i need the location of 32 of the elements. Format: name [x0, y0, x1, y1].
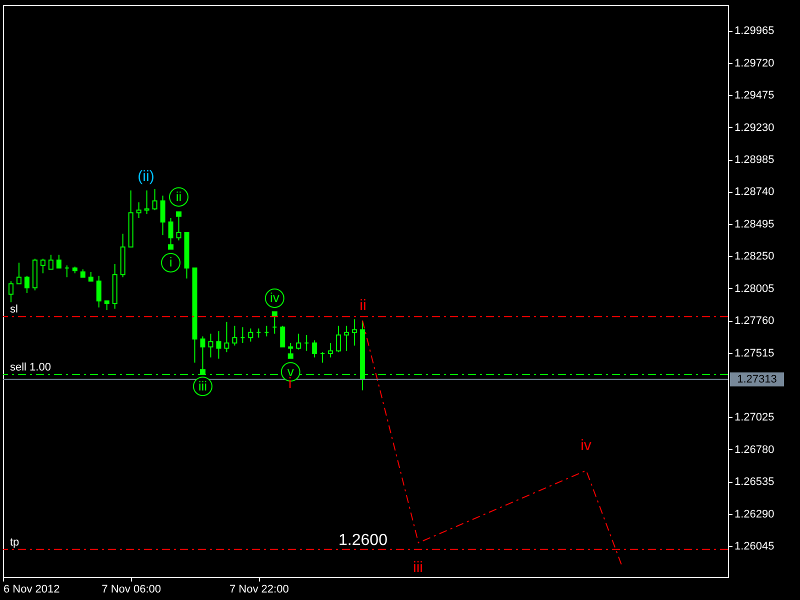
annotation: ii	[176, 188, 182, 204]
y-tick-label: 1.26535	[734, 476, 774, 488]
ref-line-label: tp	[10, 536, 20, 548]
y-tick-label: 1.26045	[734, 540, 774, 553]
y-tick-label: 1.27025	[734, 412, 774, 424]
annotation: iv	[580, 437, 592, 454]
y-tick-label: 1.28985	[734, 154, 774, 166]
annotation: ii	[360, 297, 366, 314]
y-tick-label: 1.26780	[734, 444, 774, 456]
y-tick-label: 1.28005	[734, 282, 774, 295]
annotation: i	[169, 254, 172, 270]
x-tick-label: 7 Nov 06:00	[102, 584, 161, 596]
y-tick-label: 1.27760	[734, 315, 774, 328]
annotation: (ii)	[138, 168, 154, 185]
annotation: 1.2600	[338, 532, 388, 549]
x-tick-label: 7 Nov 22:00	[229, 584, 289, 596]
annotation: iii	[413, 559, 423, 576]
y-tick-label: 1.27515	[734, 347, 774, 360]
y-tick-label: 1.28740	[734, 186, 774, 198]
annotation: iv	[270, 290, 280, 306]
y-tick-label: 1.29965	[734, 25, 774, 38]
annotation: iii	[198, 378, 208, 394]
y-tick-label: 1.29475	[734, 90, 774, 102]
y-tick-label: 1.29230	[734, 122, 774, 134]
y-tick-label: 1.29720	[734, 57, 774, 70]
y-tick-label: 1.26290	[734, 508, 774, 520]
y-tick-label: 1.28250	[734, 250, 774, 263]
y-tick-label: 1.28495	[734, 218, 774, 230]
ref-line-label: sl	[10, 304, 18, 316]
ref-line-label: sell 1.00	[10, 362, 51, 374]
ref-line-label: 1.27313	[737, 373, 777, 386]
x-tick-label: 6 Nov 2012	[4, 584, 60, 596]
